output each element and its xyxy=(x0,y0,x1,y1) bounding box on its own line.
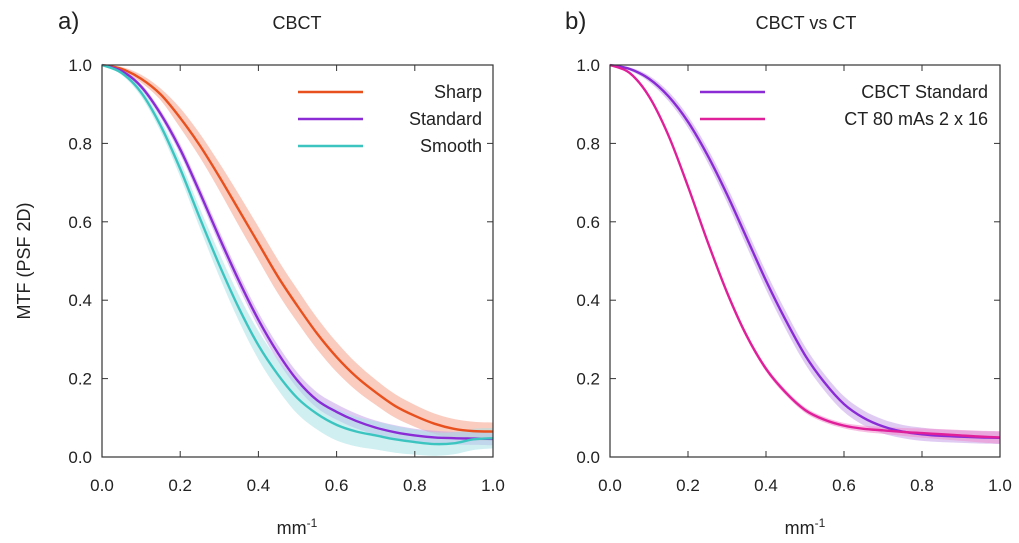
panel-a-series-line-standard xyxy=(101,63,494,441)
panel-a-y-tick-label: 0.0 xyxy=(68,448,92,467)
panel-a-y-tick-label: 0.4 xyxy=(68,291,92,310)
panel-b-y-tick-label: 0.4 xyxy=(576,291,600,310)
panel-a-y-tick-label: 0.2 xyxy=(68,370,92,389)
panel-a-legend-label-smooth: Smooth xyxy=(420,136,482,156)
panel-b-legend: CBCT Standard CT 80 mAs 2 x 16 xyxy=(700,82,988,129)
panel-a-x-axis-label: mm-1 xyxy=(277,516,318,538)
panel-b-x-tick-label: 1.0 xyxy=(988,476,1012,495)
panel-a-series-line-sharp xyxy=(101,63,494,433)
panel-a: a) CBCT 0.0 0.2 0.4 0.6 0.8 1.00.00.20.40.60.… xyxy=(58,8,505,538)
panel-a-y-tick-label: 0.6 xyxy=(68,213,92,232)
panel-b-x-tick-label: 0.6 xyxy=(832,476,856,495)
panel-b-x-tick-label: 0.8 xyxy=(910,476,934,495)
panel-a-x-tick-label: 0.4 xyxy=(247,476,271,495)
panel-b-bands xyxy=(610,65,1000,445)
panel-b-x-tick-label: 0.2 xyxy=(676,476,700,495)
panel-b-ticks: 0.0 0.2 0.4 0.6 0.8 1.0 0.0 0.2 0.4 0.6 0.8 1.0 xyxy=(576,56,1011,495)
panel-b-y-tick-label: 0.8 xyxy=(576,134,600,153)
panel-b-y-tick-label: 0.0 xyxy=(576,448,600,467)
panel-b-y-tick-label: 0.2 xyxy=(576,370,600,389)
panel-b-legend-label-cbct-standard: CBCT Standard xyxy=(861,82,988,102)
panel-a-series-line-smooth xyxy=(101,63,494,446)
panel-b-legend-label-ct-80-mas-2-x-16: CT 80 mAs 2 x 16 xyxy=(844,109,988,129)
panel-b-lines xyxy=(609,63,1001,439)
panel-a-letter: a) xyxy=(58,8,79,35)
panel-b-series-line-ct-80-mas-2-x-16 xyxy=(609,63,1001,439)
panel-a-legend: Sharp Standard Smooth xyxy=(298,82,482,156)
panel-b-y-tick-label: 1.0 xyxy=(576,56,600,75)
panel-b-x-axis-label: mm-1 xyxy=(785,516,826,538)
panel-b-x-tick-label: 0.4 xyxy=(754,476,778,495)
panel-b: b) CBCT vs CT 0.0 0.2 0.4 0.6 0.8 1.00.00.20.… xyxy=(565,8,1012,538)
y-axis-label: MTF (PSF 2D) xyxy=(14,203,34,320)
panel-b-y-tick-label: 0.6 xyxy=(576,213,600,232)
panel-a-ticks: 0.0 0.2 0.4 0.6 0.8 1.0 0.0 0.2 0.4 0.6 0.8 1.0 xyxy=(68,56,504,495)
panel-a-x-tick-label: 0.0 xyxy=(90,476,114,495)
panel-a-y-tick-label: 1.0 xyxy=(68,56,92,75)
panel-b-band-cbct-standard xyxy=(610,65,1000,445)
panel-a-legend-label-sharp: Sharp xyxy=(434,82,482,102)
panel-b-letter: b) xyxy=(565,8,586,35)
panel-b-title: CBCT vs CT xyxy=(756,13,857,33)
panel-a-plot-frame xyxy=(101,64,494,458)
panel-a-legend-label-standard: Standard xyxy=(409,109,482,129)
panel-a-x-tick-label: 1.0 xyxy=(481,476,505,495)
panel-a-x-tick-label: 0.8 xyxy=(403,476,427,495)
panel-a-x-tick-label: 0.2 xyxy=(168,476,192,495)
panel-a-x-tick-label: 0.6 xyxy=(325,476,349,495)
panel-b-series-line-cbct-standard xyxy=(609,63,1001,439)
panel-a-title: CBCT xyxy=(273,13,322,33)
panel-b-x-tick-label: 0.0 xyxy=(598,476,622,495)
panel-a-lines xyxy=(101,63,494,446)
panel-a-y-tick-label: 0.8 xyxy=(68,134,92,153)
panel-b-plot-frame xyxy=(609,64,1001,458)
